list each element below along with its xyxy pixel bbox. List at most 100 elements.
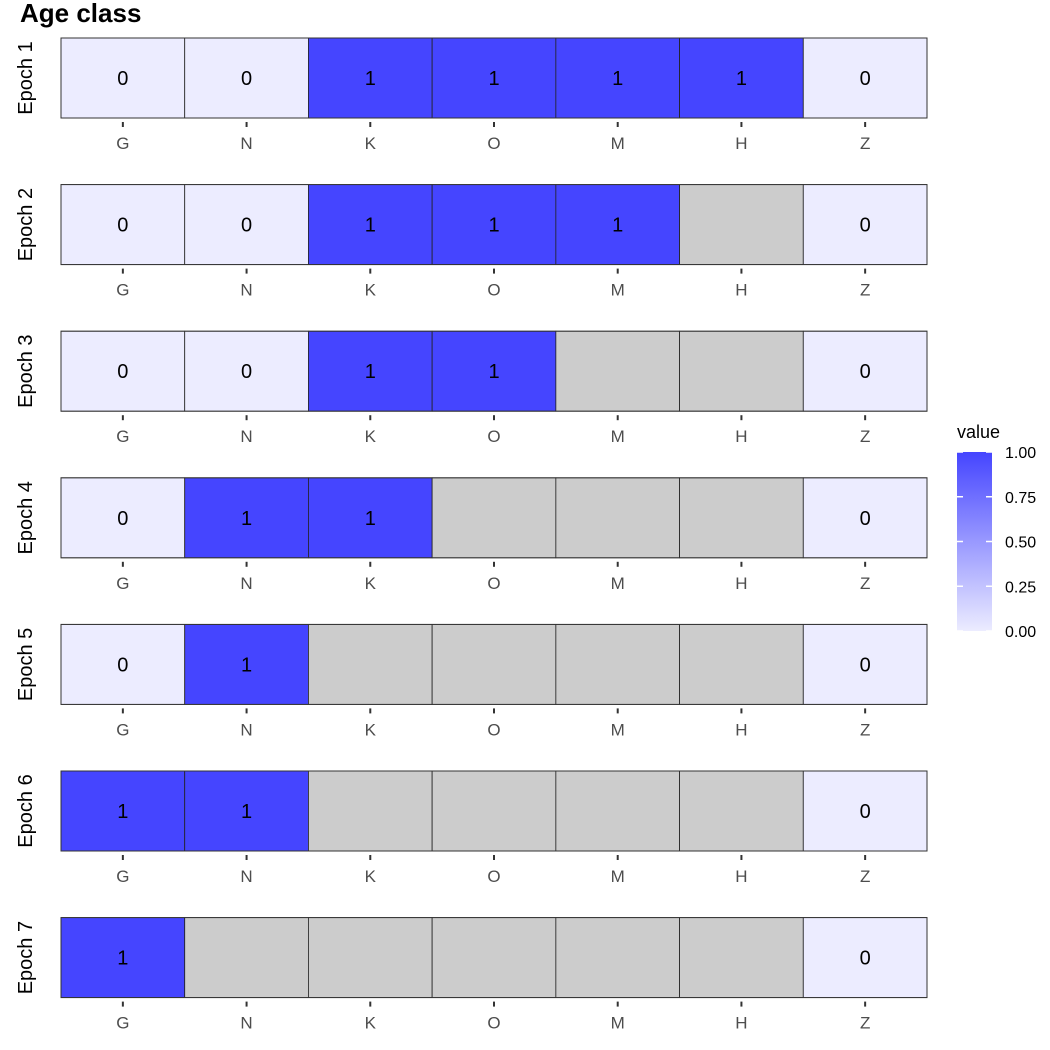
cell-value-label: 0 xyxy=(860,654,871,676)
heatmap-cell xyxy=(555,330,680,412)
epoch-panel: 1 1 0 G N K O M H Z Epoch 6 xyxy=(15,770,928,886)
epoch-panel: 0 0 1 1 0 G N K O M H Z Epoch 3 xyxy=(15,330,928,446)
x-tick-label: H xyxy=(735,281,747,300)
epoch-label: Epoch 7 xyxy=(15,921,37,994)
cell-value-label: 0 xyxy=(117,215,128,237)
heatmap-cell xyxy=(184,330,309,412)
cell-value-label: 0 xyxy=(860,215,871,237)
heatmap-cell xyxy=(308,624,433,705)
x-tick-label: H xyxy=(735,867,747,886)
chart-title: Age class xyxy=(20,0,141,28)
x-tick-label: O xyxy=(487,134,500,153)
cell-value-label: 0 xyxy=(241,215,252,237)
cell-value-label: 1 xyxy=(365,215,376,237)
x-tick-label: K xyxy=(365,720,377,739)
x-tick-label: K xyxy=(365,427,377,446)
x-tick-label: M xyxy=(611,1014,625,1033)
cell-value-label: 0 xyxy=(117,361,128,383)
x-tick-label: K xyxy=(365,281,377,300)
x-tick-label: Z xyxy=(860,867,870,886)
epoch-panel: 0 0 1 1 1 0 G N K O M H Z Epoch 2 xyxy=(15,184,928,300)
heatmap-cell xyxy=(60,770,186,852)
panel-border xyxy=(60,330,928,412)
epoch-label: Epoch 2 xyxy=(15,188,37,261)
legend-tick-label: 0.75 xyxy=(1005,490,1036,507)
x-tick-label: M xyxy=(611,720,625,739)
heatmap-cell xyxy=(431,477,557,559)
heatmap-cell xyxy=(60,184,186,266)
heatmap-cell xyxy=(802,330,928,412)
cell-value-label: 0 xyxy=(860,508,871,530)
epoch-panel: 0 1 0 G N K O M H Z Epoch 5 xyxy=(15,623,928,739)
cell-value-label: 1 xyxy=(612,68,623,90)
heatmap-cell xyxy=(308,477,433,559)
x-tick-label: H xyxy=(735,1014,747,1033)
x-tick-label: G xyxy=(116,281,129,300)
x-tick-label: O xyxy=(487,281,500,300)
heatmap-cell xyxy=(679,624,804,705)
heatmap-cell xyxy=(184,477,309,559)
x-tick-label: H xyxy=(735,134,747,153)
heatmap-cell xyxy=(308,770,433,852)
x-tick-label: N xyxy=(240,720,252,739)
heatmap-cell xyxy=(555,917,680,998)
cell-value-label: 0 xyxy=(860,948,871,970)
epoch-panel: 1 0 G N K O M H Z Epoch 7 xyxy=(15,917,928,1033)
heatmap-cell xyxy=(184,624,309,705)
heatmap-cell xyxy=(308,330,433,412)
heatmap-cell xyxy=(184,37,309,119)
x-tick-label: N xyxy=(240,281,252,300)
x-tick-label: Z xyxy=(860,720,870,739)
cell-value-label: 1 xyxy=(736,68,747,90)
heatmap-cell xyxy=(555,624,680,705)
x-tick-label: K xyxy=(365,1014,377,1033)
epoch-panel: 0 1 1 0 G N K O M H Z Epoch 4 xyxy=(15,477,928,593)
cell-value-label: 1 xyxy=(241,654,252,676)
cell-value-label: 0 xyxy=(117,68,128,90)
x-tick-label: H xyxy=(735,427,747,446)
x-tick-label: O xyxy=(487,720,500,739)
x-tick-label: G xyxy=(116,720,129,739)
cell-value-label: 1 xyxy=(488,361,499,383)
heatmap-cell xyxy=(431,917,557,998)
heatmap-cell xyxy=(308,917,433,998)
panel-border xyxy=(60,770,928,852)
x-tick-label: H xyxy=(735,574,747,593)
x-tick-label: Z xyxy=(860,281,870,300)
cell-value-label: 1 xyxy=(241,801,252,823)
panel-border xyxy=(60,184,928,266)
legend-tick-label: 0.25 xyxy=(1005,579,1036,596)
x-tick-label: N xyxy=(240,867,252,886)
x-tick-label: O xyxy=(487,574,500,593)
cell-value-label: 1 xyxy=(365,508,376,530)
x-tick-label: M xyxy=(611,867,625,886)
heatmap-cell xyxy=(555,477,680,559)
color-legend: value 1.00 0.75 0.50 0.25 0.00 xyxy=(957,422,1036,641)
cell-value-label: 0 xyxy=(860,801,871,823)
cell-value-label: 0 xyxy=(860,361,871,383)
cell-value-label: 0 xyxy=(117,508,128,530)
cell-value-label: 0 xyxy=(117,654,128,676)
heatmap-cell xyxy=(802,917,928,998)
cell-value-label: 1 xyxy=(365,68,376,90)
cell-value-label: 1 xyxy=(117,801,128,823)
x-tick-label: Z xyxy=(860,427,870,446)
heatmap-cell xyxy=(60,477,186,559)
cell-value-label: 0 xyxy=(241,68,252,90)
epoch-panels: 0 0 1 1 1 1 0 G N K O M H Z Epoch 1 0 0 1 1 1 0 G N K O M H Z Epoch … xyxy=(15,37,928,1033)
heatmap-cell xyxy=(679,330,804,412)
heatmap-cell xyxy=(679,917,804,998)
heatmap-cell xyxy=(802,770,928,852)
cell-value-label: 1 xyxy=(241,508,252,530)
heatmap-cell xyxy=(308,184,433,266)
x-tick-label: N xyxy=(240,134,252,153)
heatmap-cell xyxy=(679,770,804,852)
cell-value-label: 0 xyxy=(241,361,252,383)
heatmap-cell xyxy=(60,37,186,119)
x-tick-label: M xyxy=(611,134,625,153)
legend-tick-label: 0.00 xyxy=(1005,624,1036,641)
x-tick-label: M xyxy=(611,281,625,300)
x-tick-label: O xyxy=(487,427,500,446)
epoch-label: Epoch 6 xyxy=(15,774,37,847)
